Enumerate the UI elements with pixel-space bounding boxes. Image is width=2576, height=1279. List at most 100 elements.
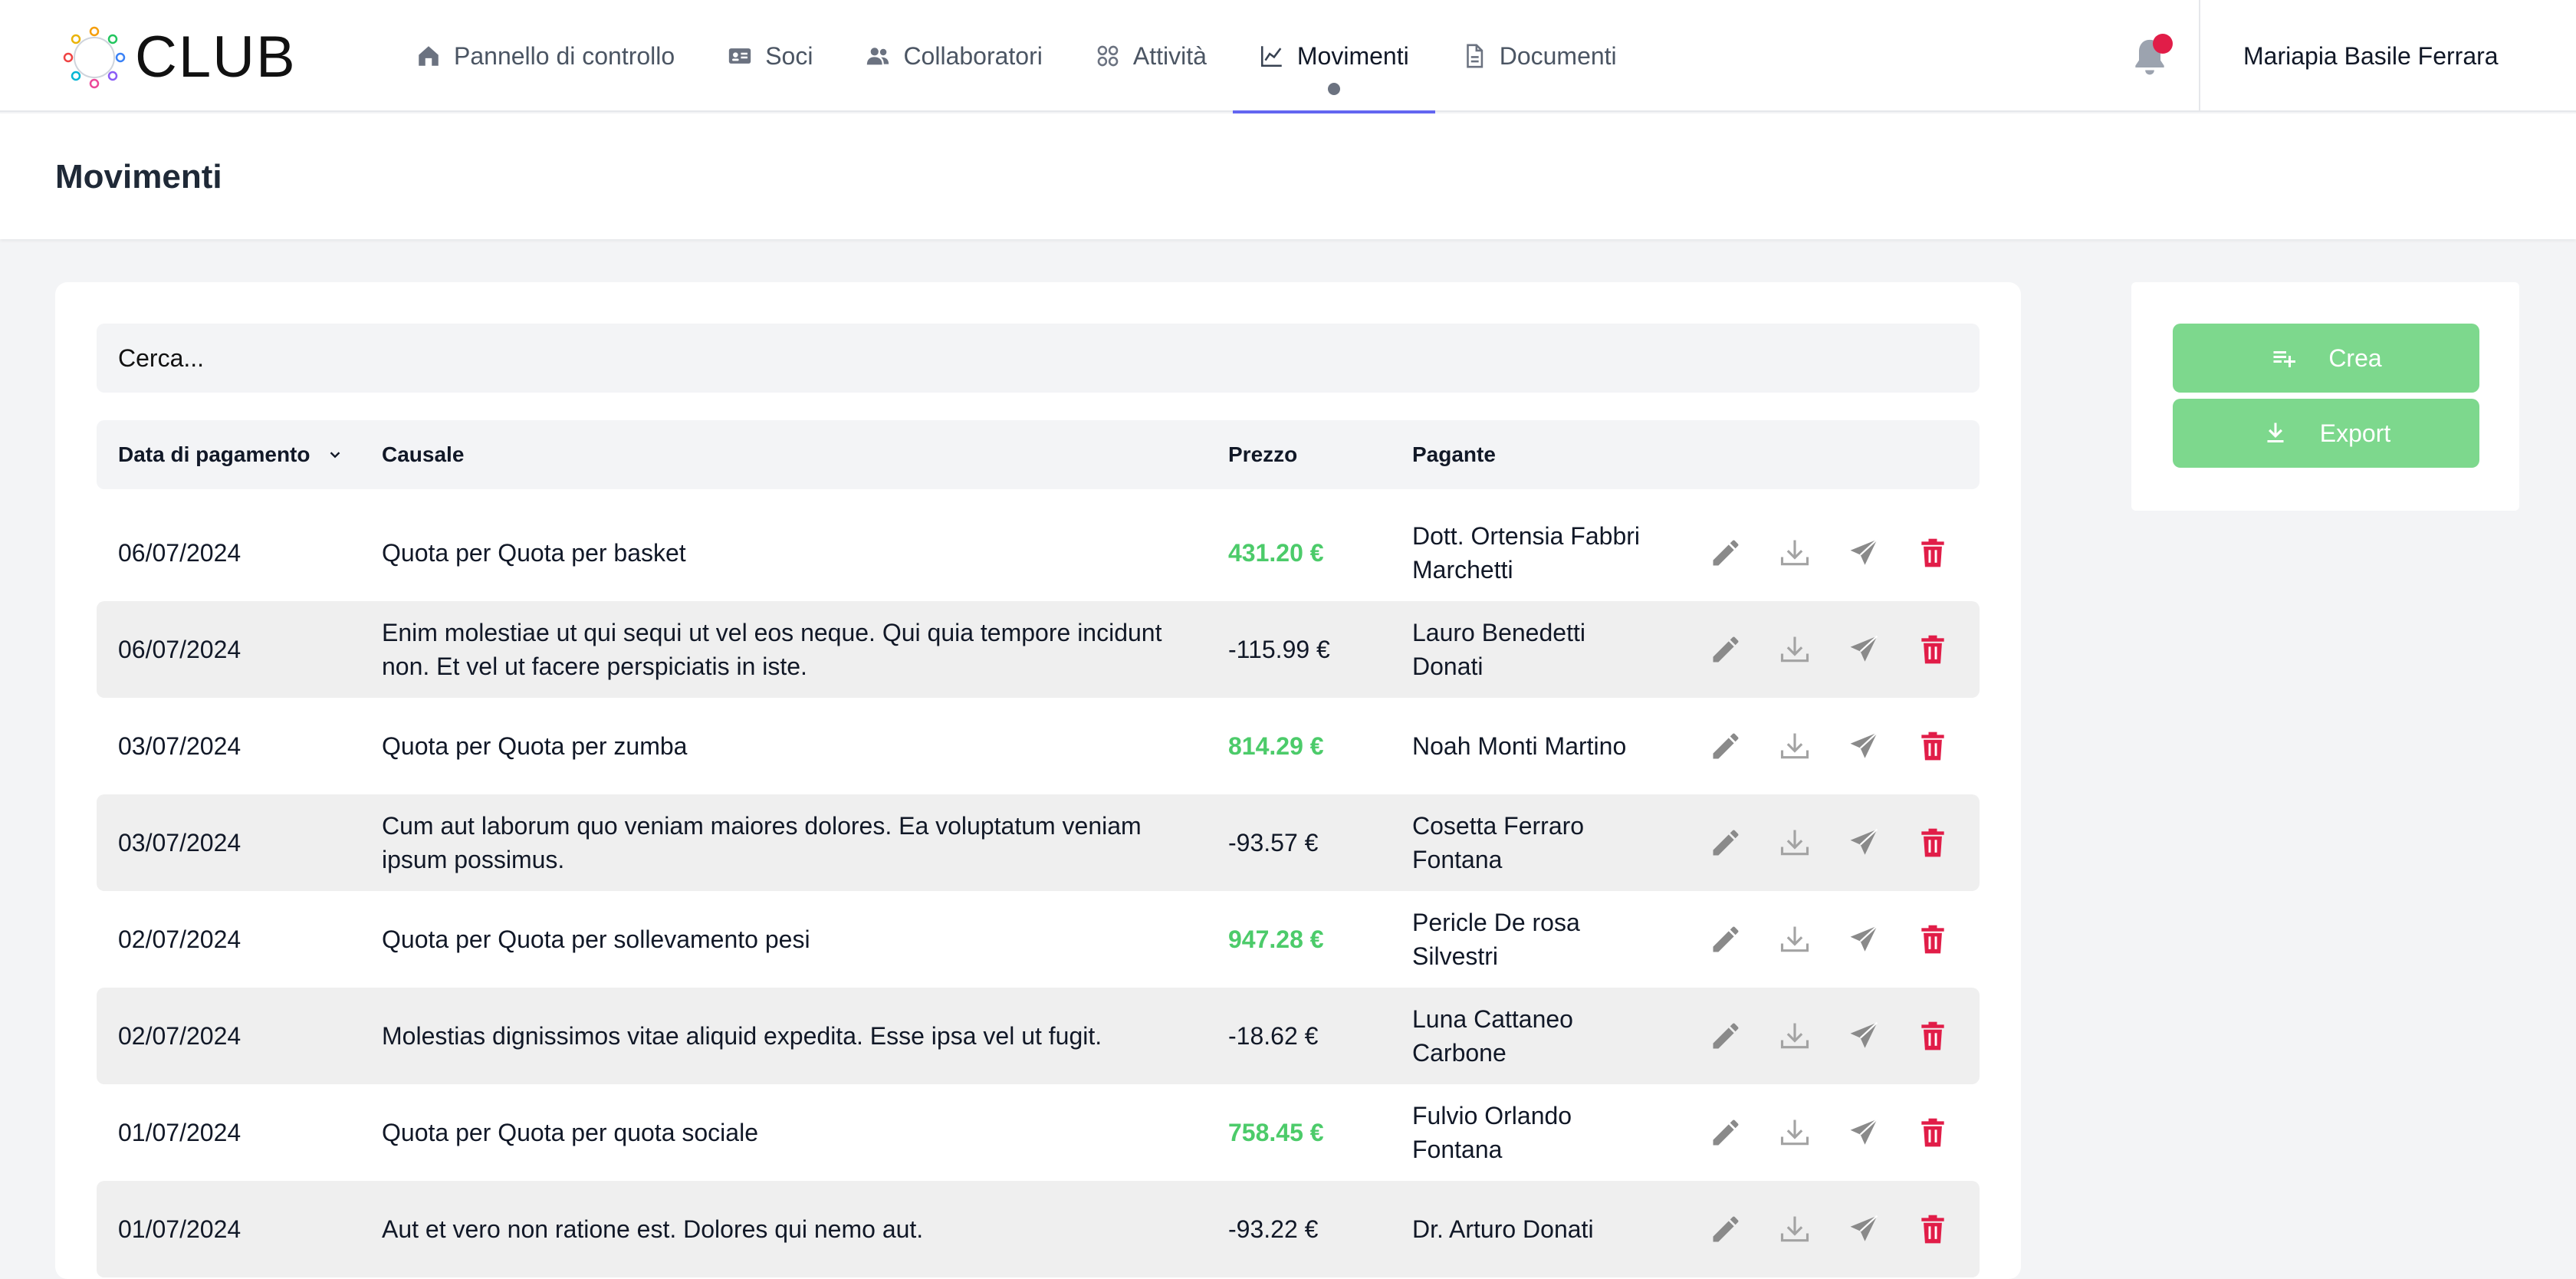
download-button[interactable] — [1760, 626, 1829, 672]
nav-item-dashboard[interactable]: Pannello di controllo — [389, 0, 701, 112]
download-button[interactable] — [1760, 723, 1829, 769]
edit-button[interactable] — [1691, 626, 1760, 672]
edit-button[interactable] — [1691, 1013, 1760, 1059]
row-price: 758.45 € — [1228, 1119, 1324, 1146]
row-date: 03/07/2024 — [118, 732, 242, 760]
download-button[interactable] — [1760, 1206, 1829, 1252]
row-price: 814.29 € — [1228, 732, 1324, 760]
nav-item-activities[interactable]: Attività — [1069, 0, 1233, 112]
download-icon — [1778, 826, 1812, 860]
edit-button[interactable] — [1691, 1110, 1760, 1156]
table-row: 01/07/2024 Aut et vero non ratione est. D… — [97, 1181, 1980, 1277]
delete-button[interactable] — [1898, 1206, 1967, 1252]
trash-icon — [1916, 536, 1950, 570]
table-row: 02/07/2024 Molestias dignissimos vitae al… — [97, 988, 1980, 1084]
trash-icon — [1916, 1212, 1950, 1246]
row-payer: Luna Cattaneo Carbone — [1412, 1005, 1573, 1067]
trash-icon — [1916, 922, 1950, 956]
delete-button[interactable] — [1898, 1013, 1967, 1059]
row-actions — [1691, 698, 1967, 794]
download-icon — [1778, 1116, 1812, 1149]
table-header: Data di pagamento Causale Prezzo Pagante — [97, 420, 1980, 489]
edit-button[interactable] — [1691, 820, 1760, 866]
send-button[interactable] — [1829, 530, 1898, 576]
nav-item-documents[interactable]: Documenti — [1435, 0, 1643, 112]
delete-button[interactable] — [1898, 626, 1967, 672]
row-payer: Cosetta Ferraro Fontana — [1412, 812, 1585, 873]
row-cause: Aut et vero non ratione est. Dolores qui… — [382, 1215, 924, 1243]
row-date: 01/07/2024 — [118, 1215, 242, 1243]
row-price: -115.99 € — [1228, 636, 1330, 663]
trash-icon — [1916, 729, 1950, 763]
send-icon — [1847, 826, 1881, 860]
column-header-date[interactable]: Data di pagamento — [118, 420, 343, 489]
send-icon — [1847, 1212, 1881, 1246]
send-button[interactable] — [1829, 916, 1898, 962]
download-button[interactable] — [1760, 916, 1829, 962]
row-actions — [1691, 988, 1967, 1084]
table-row: 06/07/2024 Enim molestiae ut qui sequi ut… — [97, 601, 1980, 698]
document-icon — [1461, 43, 1487, 69]
send-icon — [1847, 633, 1881, 666]
create-button[interactable]: Crea — [2173, 324, 2479, 393]
send-button[interactable] — [1829, 1110, 1898, 1156]
delete-button[interactable] — [1898, 820, 1967, 866]
logo[interactable]: CLUB — [61, 23, 297, 92]
download-icon — [1778, 1212, 1812, 1246]
row-payer: Fulvio Orlando Fontana — [1412, 1102, 1572, 1163]
edit-button[interactable] — [1691, 530, 1760, 576]
send-button[interactable] — [1829, 626, 1898, 672]
row-cause: Quota per Quota per sollevamento pesi — [382, 926, 810, 953]
pencil-icon — [1709, 826, 1743, 860]
download-button[interactable] — [1760, 1110, 1829, 1156]
delete-button[interactable] — [1898, 916, 1967, 962]
nav-item-collaborators[interactable]: Collaboratori — [839, 0, 1068, 112]
row-payer: Dr. Arturo Donati — [1412, 1215, 1594, 1243]
row-date: 01/07/2024 — [118, 1119, 242, 1146]
column-header-payer: Pagante — [1412, 442, 1496, 466]
row-cause: Quota per Quota per zumba — [382, 732, 688, 760]
edit-button[interactable] — [1691, 916, 1760, 962]
download-icon — [2262, 419, 2289, 447]
download-button[interactable] — [1760, 530, 1829, 576]
send-icon — [1847, 729, 1881, 763]
edit-button[interactable] — [1691, 723, 1760, 769]
main-nav: Pannello di controllo Soci Collaboratori… — [389, 0, 1643, 113]
column-header-price: Prezzo — [1228, 442, 1298, 466]
send-button[interactable] — [1829, 1206, 1898, 1252]
send-icon — [1847, 1116, 1881, 1149]
row-cause: Quota per Quota per basket — [382, 539, 686, 567]
row-actions — [1691, 601, 1967, 698]
download-button[interactable] — [1760, 1013, 1829, 1059]
send-button[interactable] — [1829, 820, 1898, 866]
edit-button[interactable] — [1691, 1206, 1760, 1252]
create-button-label: Crea — [2328, 344, 2382, 372]
row-price: -93.22 € — [1228, 1215, 1319, 1243]
delete-button[interactable] — [1898, 530, 1967, 576]
delete-button[interactable] — [1898, 723, 1967, 769]
pencil-icon — [1709, 633, 1743, 666]
row-actions — [1691, 794, 1967, 891]
row-date: 03/07/2024 — [118, 829, 242, 857]
user-menu[interactable]: Mariapia Basile Ferrara — [2243, 42, 2499, 70]
pencil-icon — [1709, 922, 1743, 956]
nav-item-members[interactable]: Soci — [701, 0, 839, 112]
download-button[interactable] — [1760, 820, 1829, 866]
table-row: 03/07/2024 Cum aut laborum quo veniam mai… — [97, 794, 1980, 891]
row-cause: Enim molestiae ut qui sequi ut vel eos n… — [382, 619, 1162, 680]
nav-item-label: Attività — [1132, 41, 1207, 70]
active-indicator-dot — [1327, 83, 1340, 95]
export-button[interactable]: Export — [2173, 399, 2479, 468]
nav-item-transactions[interactable]: Movimenti — [1232, 0, 1435, 113]
page-title: Movimenti — [55, 158, 222, 196]
search-input[interactable] — [97, 324, 1980, 393]
export-button-label: Export — [2319, 419, 2391, 447]
row-price: -18.62 € — [1228, 1022, 1319, 1050]
send-button[interactable] — [1829, 723, 1898, 769]
row-actions — [1691, 891, 1967, 988]
pencil-icon — [1709, 729, 1743, 763]
send-button[interactable] — [1829, 1013, 1898, 1059]
transactions-card: Data di pagamento Causale Prezzo Pagante… — [55, 282, 2021, 1279]
delete-button[interactable] — [1898, 1110, 1967, 1156]
table-row: 06/07/2024 Quota per Quota per basket 431.… — [97, 505, 1980, 601]
